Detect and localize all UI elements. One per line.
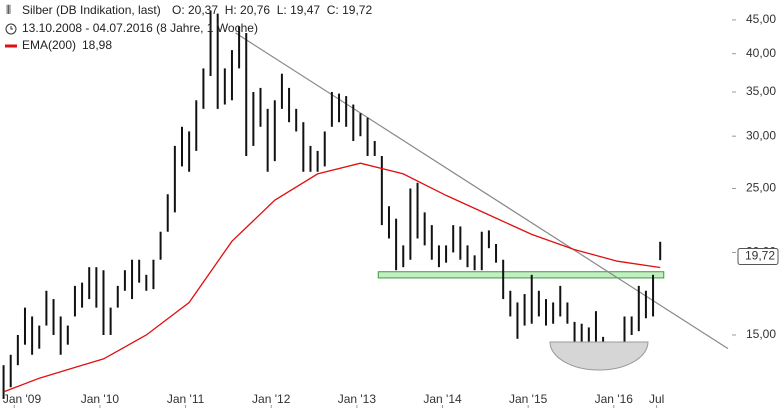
y-tick-label: 35,00 [746, 84, 776, 98]
clock-icon [5, 23, 17, 35]
x-tick-label: Jan '16 [595, 392, 634, 406]
x-tick-label: Jul [649, 392, 664, 406]
trend-line [235, 32, 729, 350]
rounding-bottom-shape [549, 341, 649, 371]
y-tick-label: 15,00 [746, 327, 776, 341]
x-tick-label: Jan '10 [81, 392, 120, 406]
y-tick-label: 30,00 [746, 128, 776, 142]
support-band [377, 271, 665, 279]
x-tick-label: Jan '15 [509, 392, 548, 406]
ohlc-text: O: 20,37 H: 20,76 L: 19,47 C: 19,72 [172, 3, 372, 17]
ema-last: 18,98 [82, 38, 112, 52]
ema-legend: EMA(200) [22, 38, 76, 52]
x-tick-label: Jan '12 [252, 392, 291, 406]
chart-title: Silber (DB Indikation, last) [22, 3, 161, 17]
x-tick-label: Jan '11 [167, 392, 205, 406]
bars-icon: ⫴ [6, 3, 11, 17]
header: ⫴ Silber (DB Indikation, last) O: 20,37 … [5, 3, 372, 52]
y-tick-label: 45,00 [746, 12, 776, 26]
y-tick-label: 40,00 [746, 46, 776, 60]
ema-line [3, 162, 661, 393]
x-tick-label: Jan '14 [423, 392, 462, 406]
x-tick-label: Jan '09 [3, 392, 42, 406]
date-range: 13.10.2008 - 04.07.2016 (8 Jahre, 1 Woch… [22, 21, 258, 35]
x-tick-label: Jan '13 [338, 392, 377, 406]
y-tick-label: 25,00 [746, 181, 776, 195]
clock-hands [10, 26, 13, 30]
last-price-box [737, 248, 779, 266]
last-price-label: 19,72 [745, 249, 775, 263]
